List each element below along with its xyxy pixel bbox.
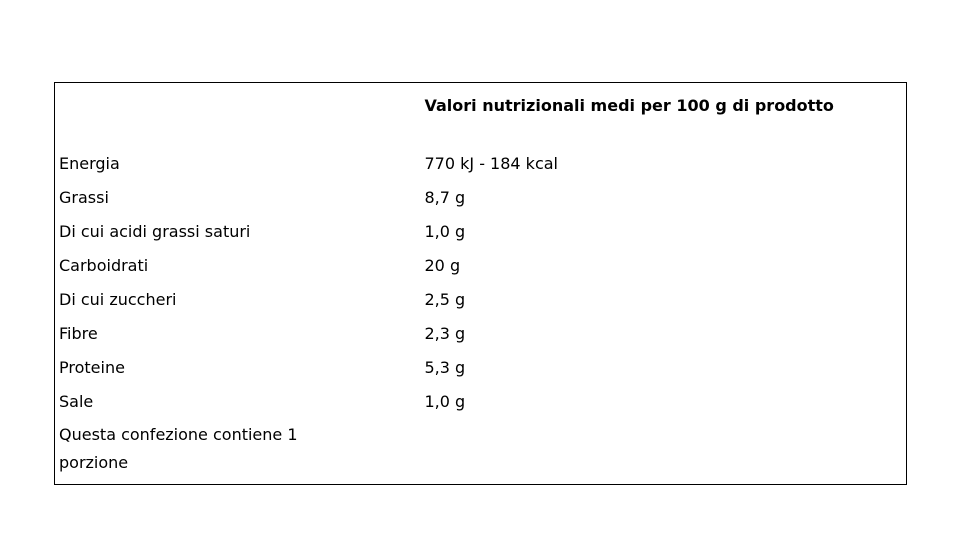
table-cell: 5,3 g [417, 351, 907, 385]
table-cell: 770 kJ - 184 kcal [417, 147, 907, 181]
table-cell: Di cui acidi grassi saturi [55, 215, 417, 249]
table-row: Energia 770 kJ - 184 kcal [55, 147, 907, 181]
table-row: Fibre 2,3 g [55, 317, 907, 351]
cell-text: Carboidrati [59, 255, 149, 275]
cell-text: Di cui acidi grassi saturi [59, 221, 251, 241]
cell-text: 1,0 g [424, 221, 466, 241]
table-cell: 1,0 g [417, 215, 907, 249]
cell-text: Questa confezione contiene 1 porzione [59, 424, 298, 472]
table-body: Valori nutrizionali medi per 100 g di pr… [55, 83, 907, 485]
table-row: Grassi 8,7 g [55, 181, 907, 215]
table-cell: 8,7 g [417, 181, 907, 215]
table-cell: Energia [55, 147, 417, 181]
table-cell [417, 419, 907, 485]
cell-text: 20 g [424, 255, 461, 275]
table-row: Carboidrati 20 g [55, 249, 907, 283]
table-row: Valori nutrizionali medi per 100 g di pr… [55, 83, 907, 147]
table-cell: Sale [55, 385, 417, 419]
table-row: Questa confezione contiene 1 porzione [55, 419, 907, 485]
table-cell: Di cui zuccheri [55, 283, 417, 317]
table-cell: Proteine [55, 351, 417, 385]
table-cell: Grassi [55, 181, 417, 215]
table-row: Di cui zuccheri 2,5 g [55, 283, 907, 317]
table-cell: Valori nutrizionali medi per 100 g di pr… [417, 83, 907, 147]
table-cell: 2,3 g [417, 317, 907, 351]
cell-text: 770 kJ - 184 kcal [424, 153, 559, 173]
cell-text: 2,5 g [424, 289, 466, 309]
cell-text: Sale [59, 391, 94, 411]
table-cell: 2,5 g [417, 283, 907, 317]
table-cell: Fibre [55, 317, 417, 351]
cell-text: Energia [59, 153, 120, 173]
table-row: Proteine 5,3 g [55, 351, 907, 385]
table-row: Sale 1,0 g [55, 385, 907, 419]
cell-text: Di cui zuccheri [59, 289, 177, 309]
cell-text: 1,0 g [424, 391, 466, 411]
table-cell: Questa confezione contiene 1 porzione [55, 419, 417, 485]
nutrition-table: Valori nutrizionali medi per 100 g di pr… [54, 82, 907, 485]
cell-text: 8,7 g [424, 187, 466, 207]
table-cell: Carboidrati [55, 249, 417, 283]
cell-text: Proteine [59, 357, 125, 377]
cell-text: 5,3 g [424, 357, 466, 377]
table-row: Di cui acidi grassi saturi 1,0 g [55, 215, 907, 249]
table-cell [55, 83, 417, 147]
cell-text: Valori nutrizionali medi per 100 g di pr… [424, 96, 834, 115]
table-cell: 1,0 g [417, 385, 907, 419]
table-cell: 20 g [417, 249, 907, 283]
cell-text: 2,3 g [424, 323, 466, 343]
cell-text: Grassi [59, 187, 109, 207]
cell-text: Fibre [59, 323, 98, 343]
